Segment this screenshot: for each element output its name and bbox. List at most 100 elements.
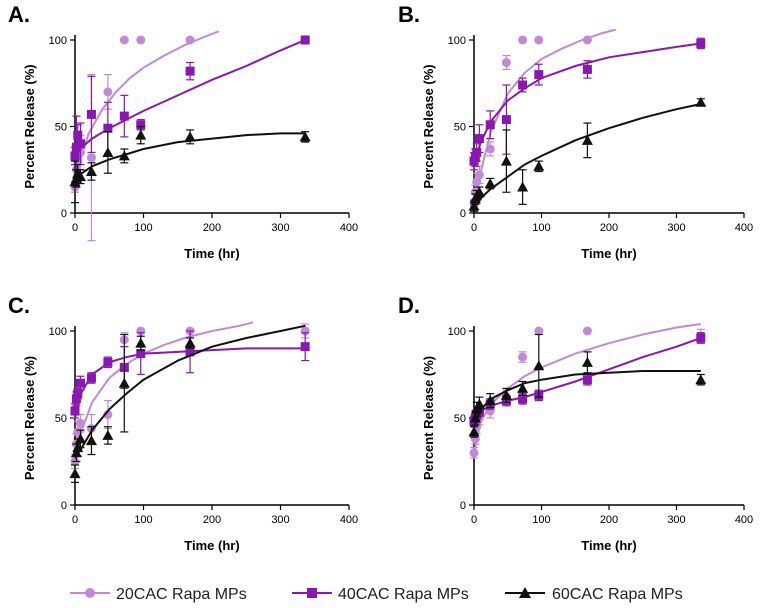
panel-letter: C. [8,293,30,318]
data-point [517,181,529,192]
data-point [534,326,544,336]
series-60cac-rapa-mps [69,125,311,204]
series-20cac-rapa-mps [469,28,617,211]
series-40cac-rapa-mps [469,332,706,428]
series-60cac-rapa-mps [468,96,707,212]
legend: 20CAC Rapa MPs 40CAC Rapa MPs 60CAC Rapa… [70,586,683,603]
data-point [582,64,592,74]
y-tick-label: 0 [460,208,466,220]
y-axis-title: Percent Release (%) [421,356,436,480]
x-tick-label: 0 [471,514,477,526]
x-tick-label: 200 [203,222,221,234]
data-point [300,342,310,352]
x-tick-label: 100 [134,222,152,234]
data-point [300,35,310,45]
y-tick-label: 50 [454,413,466,425]
y-tick-label: 0 [61,208,67,220]
data-point [75,378,85,388]
x-tick-label: 200 [203,514,221,526]
data-point [135,129,147,140]
data-point [468,426,480,437]
legend-item-60cac: 60CAC Rapa MPs [505,586,683,603]
y-tick-label: 50 [55,413,67,425]
data-point [696,38,706,48]
fit-curve [75,132,306,180]
x-tick-label: 0 [72,514,78,526]
data-point [74,171,86,182]
x-tick-label: 100 [134,514,152,526]
data-point [469,448,479,458]
panel-letter: B. [398,2,420,27]
fit-curve [75,324,306,459]
data-point [533,360,545,371]
x-tick-label: 100 [532,514,550,526]
data-point [70,406,80,416]
data-point [73,389,83,399]
data-point [85,165,97,176]
y-tick-label: 0 [61,500,67,512]
data-point [484,395,496,406]
data-point [102,146,114,157]
legend-marker-40cac [307,588,317,598]
data-point [185,35,195,45]
data-point [468,200,480,211]
x-tick-label: 400 [340,514,358,526]
data-point [474,170,484,180]
data-point [103,123,113,133]
series-60cac-rapa-mps [468,333,707,438]
data-point [534,35,544,45]
y-tick-label: 100 [448,326,466,338]
data-point [485,144,495,154]
series-40cac-rapa-mps [469,37,706,171]
data-point [533,160,545,171]
x-tick-label: 200 [600,222,618,234]
data-point [581,134,593,145]
y-tick-label: 100 [49,35,67,47]
data-point [86,373,96,383]
data-point [75,139,85,149]
x-tick-label: 400 [735,514,753,526]
data-point [473,398,485,409]
x-tick-label: 400 [735,222,753,234]
data-point [474,134,484,144]
data-point [73,130,83,140]
data-point [136,35,146,45]
data-point [501,115,511,125]
data-point [136,349,146,359]
legend-label-40cac: 40CAC Rapa MPs [338,586,469,603]
data-point [473,186,485,197]
panel-letter: A. [8,2,30,27]
data-point [534,70,544,80]
x-axis-title: Time (hr) [184,246,239,261]
data-point [517,382,529,393]
data-point [86,109,96,119]
fit-curve [75,39,306,159]
data-point [500,155,512,166]
panel-b: B. 0 100 200 300 400 0 50 100 Time (hr) Percent Re… [398,2,753,261]
data-point [518,35,528,45]
data-point [581,356,593,367]
series-40cac-rapa-mps [70,35,310,179]
data-point [518,80,528,90]
data-point [70,151,80,161]
data-point [103,87,113,97]
x-tick-label: 0 [471,222,477,234]
panel-letter: D. [398,293,420,318]
data-point [582,326,592,336]
series-20cac-rapa-mps [70,30,220,242]
data-point [135,337,147,348]
y-tick-label: 50 [55,122,67,134]
data-point [102,429,114,440]
x-axis-title: Time (hr) [581,538,636,553]
data-point [501,57,511,67]
data-point [70,447,82,458]
x-tick-label: 400 [340,222,358,234]
data-point [118,150,130,161]
data-point [500,389,512,400]
y-tick-label: 100 [448,35,466,47]
data-point [103,357,113,367]
legend-marker-60cac [519,587,531,598]
data-point [185,347,195,357]
y-tick-label: 100 [49,326,67,338]
